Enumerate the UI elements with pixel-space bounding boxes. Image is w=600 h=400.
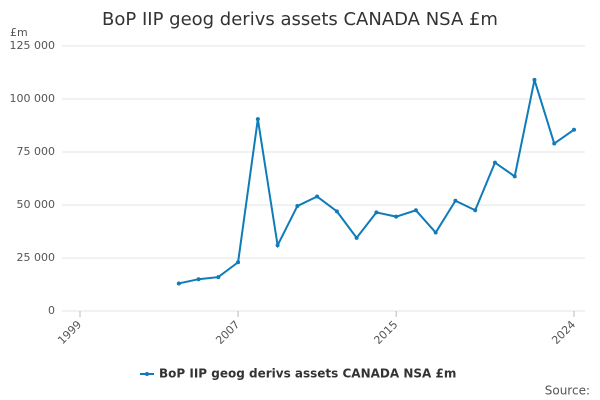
x-tick-label: 2007: [213, 318, 242, 347]
point: [453, 198, 458, 203]
point: [532, 77, 537, 82]
chart-title: BoP IIP geog derivs assets CANADA NSA £m: [102, 9, 498, 30]
y-tick-label: 100 000: [10, 92, 56, 105]
point: [572, 127, 576, 132]
point: [394, 214, 399, 219]
point: [255, 117, 260, 122]
x-tick-label: 2015: [371, 318, 400, 347]
point: [512, 174, 517, 179]
point: [413, 208, 418, 213]
y-tick-label: 50 000: [17, 198, 56, 211]
point: [492, 160, 497, 165]
y-tick-label: 25 000: [17, 251, 56, 264]
legend-label: BoP IIP geog derivs assets CANADA NSA £m: [159, 367, 456, 381]
point: [473, 208, 478, 213]
y-unit: £m: [10, 26, 28, 39]
legend-point: [145, 372, 149, 376]
x-tick-label: 2024: [549, 318, 578, 347]
y-tick-label: 0: [48, 304, 55, 317]
source: Source:: [545, 384, 590, 398]
point: [552, 141, 557, 146]
point: [275, 243, 280, 248]
y-tick-label: 125 000: [10, 39, 56, 52]
point: [295, 204, 300, 209]
point: [374, 210, 379, 215]
x-tick-label: 1999: [55, 318, 84, 347]
series-line: [178, 79, 575, 285]
point: [354, 235, 359, 240]
point: [315, 194, 320, 199]
point: [236, 260, 241, 265]
point: [196, 277, 201, 282]
point: [176, 281, 181, 286]
point: [334, 209, 339, 214]
y-tick-label: 75 000: [17, 145, 56, 158]
point: [433, 230, 438, 235]
point: [216, 275, 221, 280]
